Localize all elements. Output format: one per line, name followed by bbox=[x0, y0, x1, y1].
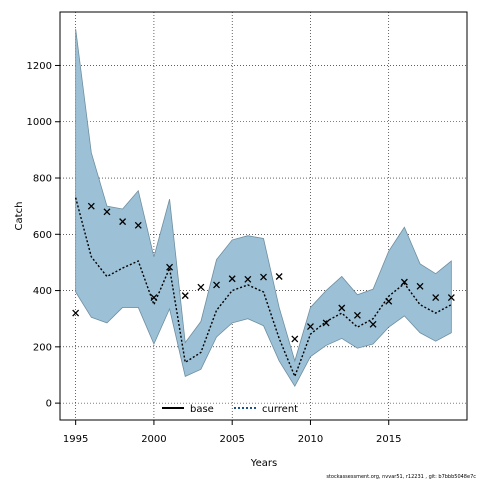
x-tick-label: 2005 bbox=[219, 434, 244, 445]
catch-marker bbox=[400, 278, 408, 286]
x-tick-label: 2015 bbox=[376, 434, 401, 445]
catch-marker bbox=[197, 283, 205, 291]
catch-marker bbox=[447, 294, 455, 302]
y-tick-label: 200 bbox=[33, 342, 52, 353]
catch-marker bbox=[244, 275, 252, 283]
legend: base current bbox=[162, 404, 298, 415]
catch-marker bbox=[322, 319, 330, 327]
y-axis-title: Catch bbox=[14, 202, 25, 231]
x-axis: 1995 2000 2005 2010 2015 bbox=[63, 420, 401, 445]
y-tick-label: 1200 bbox=[27, 61, 52, 72]
y-tick-label: 600 bbox=[33, 230, 52, 241]
catch-marker bbox=[103, 208, 111, 216]
legend-base-label: base bbox=[190, 404, 214, 415]
y-axis: 0 200 400 600 800 1000 1200 bbox=[27, 61, 60, 410]
catch-marker bbox=[416, 282, 424, 290]
x-tick-label: 1995 bbox=[63, 434, 88, 445]
catch-marker bbox=[275, 273, 283, 280]
catch-marker bbox=[134, 221, 142, 229]
catch-marker bbox=[228, 275, 236, 283]
catch-marker bbox=[87, 202, 95, 210]
catch-marker bbox=[181, 292, 189, 300]
legend-current-label: current bbox=[262, 404, 298, 415]
catch-marker bbox=[119, 218, 127, 226]
x-tick-label: 2000 bbox=[141, 434, 166, 445]
catch-marker bbox=[150, 294, 158, 302]
catch-marker bbox=[432, 294, 440, 302]
catch-marker bbox=[385, 297, 393, 305]
catch-marker bbox=[291, 335, 299, 343]
x-axis-title: Years bbox=[250, 458, 277, 469]
footer-text: stockassessment.org, nvvar51, r12231 , g… bbox=[326, 474, 476, 480]
catch-marker bbox=[353, 311, 361, 319]
confidence-band bbox=[75, 28, 452, 388]
catch-marker bbox=[307, 323, 314, 331]
current-series-line bbox=[74, 197, 452, 379]
catch-marker bbox=[166, 263, 174, 271]
observed-catch-markers bbox=[72, 202, 455, 343]
y-tick-label: 1000 bbox=[27, 117, 52, 128]
y-tick-label: 800 bbox=[33, 174, 52, 185]
catch-marker bbox=[338, 304, 346, 312]
x-tick-label: 2010 bbox=[298, 434, 323, 445]
catch-marker bbox=[369, 320, 377, 328]
y-tick-label: 0 bbox=[46, 399, 52, 410]
catch-marker bbox=[260, 273, 267, 281]
y-tick-label: 400 bbox=[33, 286, 52, 297]
catch-marker bbox=[213, 281, 220, 289]
catch-marker bbox=[72, 309, 80, 317]
plot-area-frame bbox=[59, 11, 468, 421]
